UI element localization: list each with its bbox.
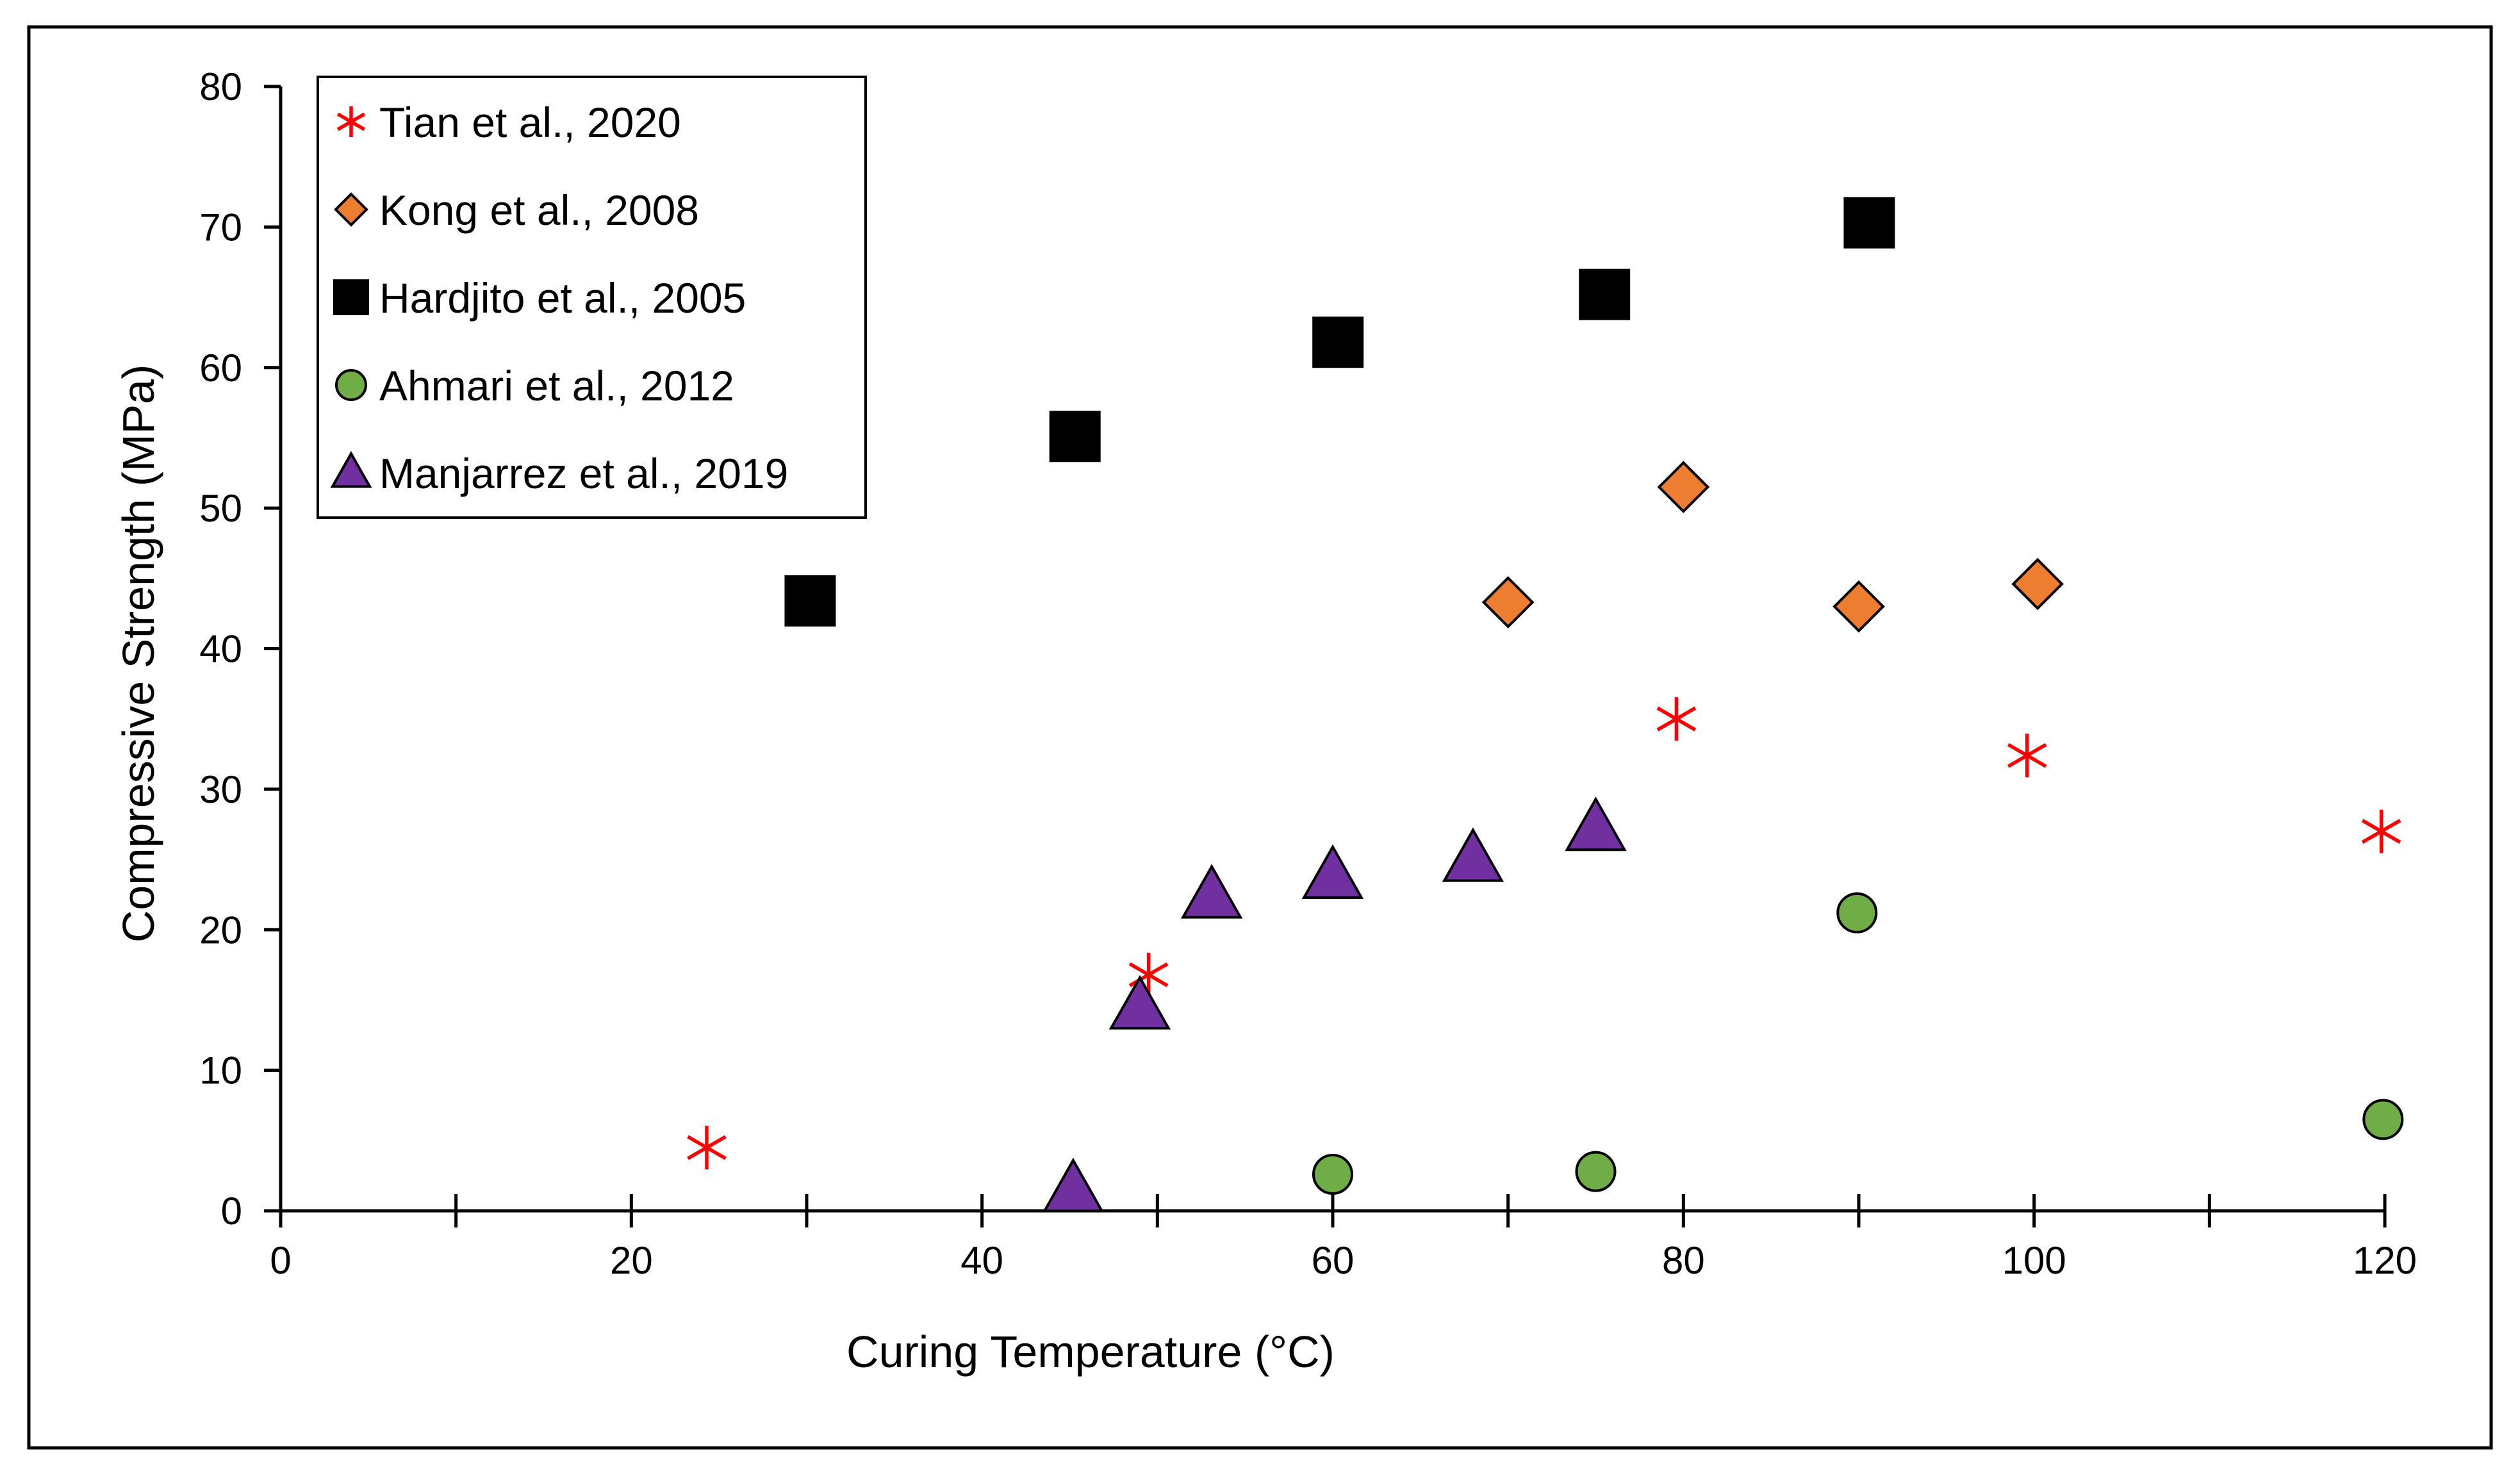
data-point <box>1442 827 1504 882</box>
legend-item: Tian et al., 2020 <box>336 99 681 146</box>
data-point <box>1579 268 1631 320</box>
legend-item: Ahmari et al., 2012 <box>335 362 734 409</box>
y-tick-label: 20 <box>199 908 242 951</box>
legend-box <box>317 76 867 519</box>
legend-marker-diamond <box>334 192 368 227</box>
x-axis-title: Curing Temperature (°C) <box>846 1327 1335 1377</box>
data-point <box>2362 1099 2404 1140</box>
legend-marker-circle <box>335 369 367 401</box>
series-diamond <box>1481 461 2064 633</box>
series-triangle <box>1042 796 1627 1213</box>
legend-marker-triangle <box>330 451 372 488</box>
data-point <box>1312 1153 1353 1195</box>
data-point <box>1180 864 1243 919</box>
data-point <box>1312 316 1364 368</box>
y-tick-label: 0 <box>221 1190 242 1233</box>
data-point <box>687 1126 727 1170</box>
data-point <box>2011 557 2064 611</box>
data-point <box>1832 580 1885 633</box>
data-point <box>1108 974 1171 1030</box>
y-tick-label: 50 <box>199 487 242 530</box>
data-point <box>1575 1151 1617 1192</box>
data-point <box>1565 796 1627 851</box>
legend-item: Kong et al., 2008 <box>334 186 699 234</box>
y-tick-label: 80 <box>199 65 242 108</box>
y-tick-label: 60 <box>199 347 242 390</box>
y-tick-label: 40 <box>199 628 242 671</box>
legend-marker-square <box>333 279 369 315</box>
legend-label: Hardjito et al., 2005 <box>379 274 746 322</box>
legend-item: Hardjito et al., 2005 <box>333 274 746 322</box>
axes: 0 20 40 60 80 100 120 0 10 20 30 40 50 60 70 80 <box>199 65 2417 1282</box>
data-point <box>1042 1158 1105 1213</box>
legend-label: Kong et al., 2008 <box>379 186 699 234</box>
legend-label: Manjarrez et al., 2019 <box>379 450 788 497</box>
data-point <box>2007 734 2047 778</box>
series-asterisk <box>687 697 2401 1170</box>
data-point <box>1836 892 1878 933</box>
x-tick-label: 60 <box>1312 1239 1355 1282</box>
data-marks <box>687 197 2404 1213</box>
series-square <box>784 197 1895 627</box>
y-tick-label: 30 <box>199 768 242 811</box>
x-tick-label: 40 <box>960 1239 1003 1282</box>
data-point <box>1481 576 1535 628</box>
data-point <box>1657 461 1710 514</box>
data-point <box>1843 197 1895 249</box>
x-tick-label: 80 <box>1662 1239 1705 1282</box>
legend-item: Manjarrez et al., 2019 <box>330 450 788 497</box>
y-axis-title: Compressive Strength (MPa) <box>113 365 163 943</box>
x-tick-label: 120 <box>2353 1239 2417 1282</box>
legend: Tian et al., 2020 Kong et al., 2008 Hardji… <box>317 76 867 519</box>
legend-label: Tian et al., 2020 <box>379 99 681 146</box>
x-tick-label: 0 <box>270 1239 291 1282</box>
x-tick-label: 100 <box>2002 1239 2066 1282</box>
y-tick-label: 10 <box>199 1049 242 1092</box>
y-tick-label: 70 <box>199 206 242 249</box>
data-point <box>2361 809 2401 853</box>
series-circle <box>1312 892 2404 1195</box>
data-point <box>1049 411 1101 463</box>
legend-label: Ahmari et al., 2012 <box>379 362 734 409</box>
data-point <box>784 575 836 627</box>
legend-marker-asterisk <box>336 106 366 137</box>
x-tick-label: 20 <box>610 1239 653 1282</box>
data-point <box>1656 697 1697 741</box>
data-point <box>1301 844 1364 899</box>
